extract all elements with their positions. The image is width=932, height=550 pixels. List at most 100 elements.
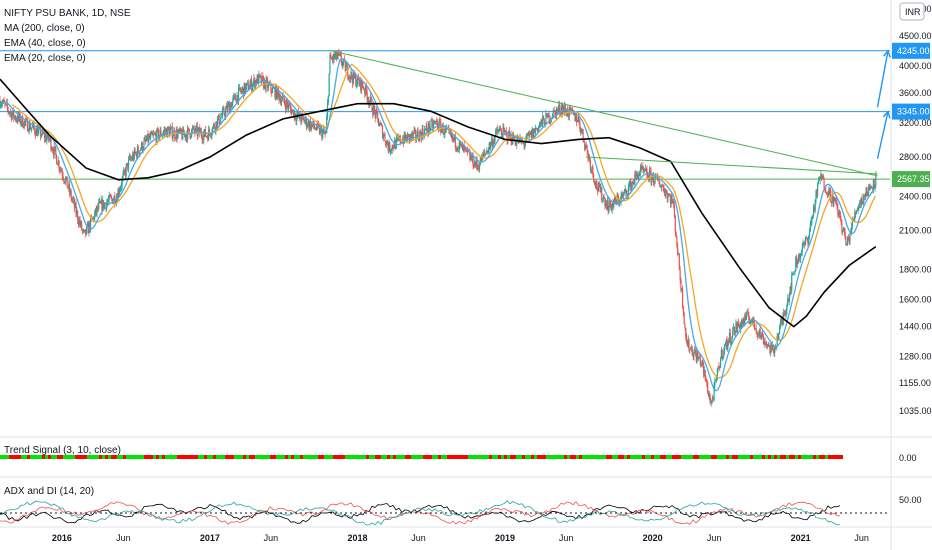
- price-tick-label: 1155.00: [899, 378, 931, 388]
- candle-body: [648, 170, 651, 181]
- candle-body: [642, 165, 644, 171]
- signal-segment: [249, 455, 252, 459]
- candle-body: [66, 176, 68, 188]
- candle-body: [676, 237, 678, 247]
- candle-body: [346, 65, 348, 67]
- candle-body: [192, 126, 194, 129]
- candle-body: [186, 134, 188, 140]
- price-tick-label: 1600.00: [899, 295, 932, 305]
- projection-arrow-head-0: [882, 110, 891, 119]
- signal-segment: [102, 455, 105, 459]
- candle-body: [288, 104, 291, 106]
- signal-segment: [597, 455, 600, 459]
- candle-body: [68, 184, 70, 189]
- candle-body: [426, 125, 428, 131]
- signal-segment: [582, 455, 585, 459]
- candle-body: [273, 88, 275, 89]
- legend-ema40[interactable]: EMA (40, close, 0): [4, 38, 86, 49]
- candle-body: [595, 181, 597, 186]
- candle-body: [174, 138, 177, 139]
- candle-body: [736, 322, 739, 332]
- candle-body: [770, 344, 772, 353]
- candle-body: [722, 355, 724, 358]
- candle-body: [295, 118, 297, 121]
- candle-body: [617, 196, 619, 199]
- signal-segment: [486, 455, 489, 459]
- signal-segment: [120, 455, 123, 459]
- candle-body: [111, 196, 113, 199]
- candle-body: [753, 322, 756, 330]
- projection-arrows[interactable]: [876, 49, 891, 159]
- candle-body: [678, 253, 680, 270]
- candle-body: [153, 134, 155, 135]
- candle-body: [386, 140, 388, 145]
- candle-body: [694, 350, 696, 353]
- candle-body: [81, 229, 84, 231]
- candle-body: [356, 83, 358, 87]
- candle-body: [614, 197, 616, 203]
- candle-body: [846, 244, 848, 246]
- candle-body: [412, 132, 414, 137]
- candle-body: [195, 127, 197, 133]
- candle-body: [84, 229, 86, 232]
- signal-segment: [477, 455, 480, 459]
- candle-body: [654, 175, 656, 184]
- signal-segment: [96, 455, 99, 459]
- candle-body: [119, 187, 122, 191]
- legend-ema20[interactable]: EMA (20, close, 0): [4, 53, 86, 64]
- candle-body: [708, 394, 710, 396]
- signal-segment: [468, 455, 471, 459]
- trend-signal-value: 0.00: [899, 453, 917, 463]
- horizontal-levels[interactable]: [0, 50, 890, 180]
- signal-segment: [771, 455, 774, 459]
- currency-badge[interactable]: [899, 2, 925, 21]
- candle-body: [827, 194, 829, 196]
- candle-body: [134, 149, 136, 154]
- candle-body: [757, 334, 760, 336]
- candle-body: [1, 102, 4, 105]
- candle-body: [216, 119, 219, 128]
- candle-body: [309, 121, 311, 129]
- legend-ma200[interactable]: MA (200, close, 0): [4, 23, 85, 34]
- signal-segment: [57, 455, 60, 459]
- candle-body: [742, 319, 744, 324]
- candle-body: [872, 178, 875, 190]
- candle-body: [741, 320, 744, 324]
- candle-body: [236, 95, 238, 103]
- signal-segment: [543, 455, 546, 459]
- candle-body: [716, 368, 718, 379]
- candle-body: [628, 185, 630, 187]
- candle-body: [138, 152, 140, 155]
- signal-segment: [522, 455, 525, 459]
- signal-segment: [291, 455, 294, 459]
- price-tick-label: 1280.00: [899, 352, 932, 362]
- trend-lines[interactable]: [329, 50, 878, 177]
- candle-body: [773, 348, 775, 353]
- candle-body: [779, 325, 781, 334]
- candle-body: [8, 111, 10, 113]
- candle-body: [564, 105, 566, 112]
- signal-segment: [429, 455, 432, 459]
- candle-body: [94, 208, 97, 214]
- signal-segment: [591, 455, 594, 459]
- signal-segment: [726, 455, 729, 459]
- ma200-line: [0, 78, 877, 328]
- candle-body: [103, 202, 105, 209]
- candle-body: [101, 199, 103, 211]
- candle-body: [859, 202, 862, 204]
- candle-body: [859, 202, 861, 208]
- candle-body: [153, 134, 156, 135]
- time-axis[interactable]: 2016 Jun 2017 Jun 2018 Jun 2019 Jun 2020 Jun 2021 J…: [52, 533, 869, 543]
- candle-body: [449, 132, 452, 136]
- candle-body: [51, 149, 53, 151]
- signal-segment: [426, 455, 429, 459]
- candle-body: [255, 80, 257, 84]
- candle-body: [681, 288, 684, 308]
- candle-body: [707, 393, 710, 396]
- candle-body: [175, 130, 177, 139]
- candle-body: [776, 336, 778, 348]
- candle-body: [87, 224, 89, 234]
- candle-body: [311, 124, 313, 126]
- signal-segment: [612, 455, 615, 459]
